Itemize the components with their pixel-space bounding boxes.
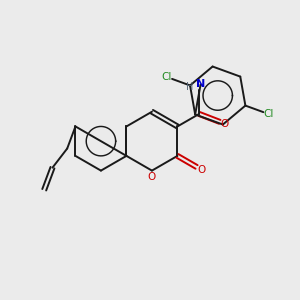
Text: Cl: Cl: [161, 72, 172, 82]
Text: Cl: Cl: [264, 109, 274, 119]
Text: O: O: [220, 119, 229, 129]
Text: N: N: [196, 80, 205, 89]
Text: O: O: [148, 172, 156, 182]
Text: H: H: [186, 82, 194, 92]
Text: O: O: [197, 165, 205, 175]
